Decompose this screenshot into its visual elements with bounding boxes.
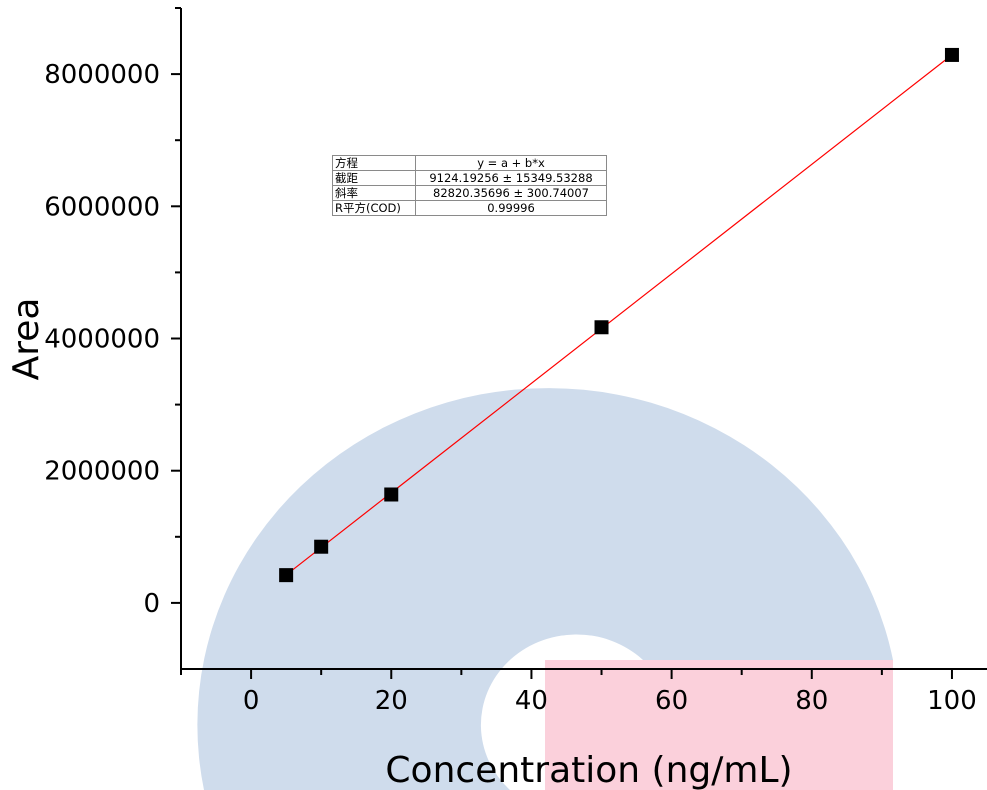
watermark [197,388,893,790]
data-point [594,320,609,335]
fit-table-key: 斜率 [332,185,416,201]
fit-table-row: 截距 9124.19256 ± 15349.53288 [332,170,607,186]
fit-table-value: 82820.35696 ± 300.74007 [415,185,607,201]
watermark-pink-block [545,660,893,790]
axes [171,7,987,679]
data-point [384,487,399,502]
fit-table-row: R平方(COD) 0.99996 [332,200,607,216]
fit-results-table: 方程 y = a + b*x 截距 9124.19256 ± 15349.53288 斜… [332,155,607,216]
fit-table-value: 0.99996 [415,200,607,216]
fit-table-value: y = a + b*x [415,155,607,171]
data-point [944,47,959,62]
y-tick-label: 8000000 [44,60,160,90]
data-point [314,539,329,554]
fit-table-key: 截距 [332,170,416,186]
data-points [279,47,959,583]
y-tick-label: 6000000 [44,192,160,222]
x-tick-label: 60 [655,686,688,716]
y-axis-title: Area [6,298,47,381]
x-axis-title: Concentration (ng/mL) [385,750,792,790]
x-tick-label: 20 [375,686,408,716]
fit-table-key: 方程 [332,155,416,171]
fit-table-key: R平方(COD) [332,200,416,216]
x-tick-label: 0 [243,686,260,716]
fit-table-value: 9124.19256 ± 15349.53288 [415,170,607,186]
y-tick-label: 2000000 [44,457,160,487]
data-point [279,568,294,583]
x-tick-label: 40 [515,686,548,716]
fit-table-row: 斜率 82820.35696 ± 300.74007 [332,185,607,201]
fit-table-row: 方程 y = a + b*x [332,155,607,171]
x-tick-label: 100 [927,686,977,716]
watermark-arc-shape [197,388,893,790]
y-tick-label: 4000000 [44,325,160,355]
tick-labels: 0 20 40 60 80 100 0 2000000 4000000 6000000 800000… [44,60,977,716]
x-tick-label: 80 [795,686,828,716]
y-tick-label: 0 [143,589,160,619]
